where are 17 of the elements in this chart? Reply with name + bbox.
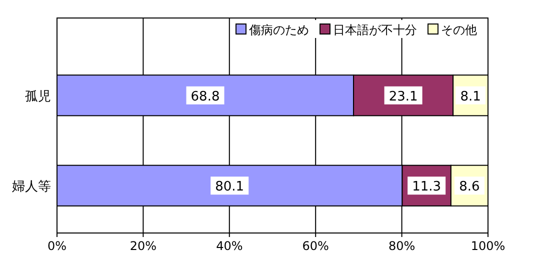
data-label: 23.1 [388,89,418,104]
x-tick-label: 0% [47,239,67,253]
x-tick-label: 40% [216,239,243,253]
legend-label: その他 [441,23,477,37]
data-label: 8.1 [460,89,481,104]
data-label: 8.6 [459,180,480,195]
data-label: 68.8 [190,89,220,104]
x-tick-label: 100% [470,239,506,253]
y-tick-label: 婦人等 [12,180,51,195]
x-tick-label: 20% [130,239,157,253]
legend-label: 傷病のため [248,23,309,37]
legend-label: 日本語が不十分 [333,23,417,37]
x-tick-label: 80% [388,239,416,253]
data-label: 80.1 [215,180,244,195]
y-tick-label: 孤児 [25,89,51,104]
data-label: 11.3 [412,180,442,195]
x-tick-label: 60% [302,239,329,253]
